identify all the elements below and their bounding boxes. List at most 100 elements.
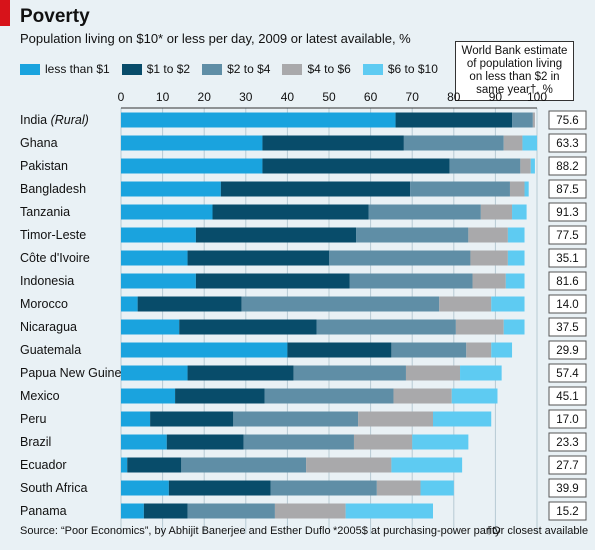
- bar-segment: [187, 503, 275, 519]
- world-bank-value: 37.5: [556, 322, 578, 334]
- bar-segment: [150, 411, 234, 427]
- brand-tag: [0, 0, 10, 26]
- bar-segment: [179, 319, 317, 335]
- bar-segment: [503, 135, 523, 151]
- legend-swatch: [121, 63, 142, 75]
- bar-segment: [121, 503, 144, 519]
- world-bank-value: 23.3: [556, 437, 578, 449]
- x-tick-label: 10: [156, 90, 170, 104]
- world-bank-value: 15.2: [556, 506, 578, 518]
- bar-segment: [121, 388, 176, 404]
- bar-segment: [264, 388, 394, 404]
- bar-segment: [195, 227, 357, 243]
- bar-segment: [455, 319, 504, 335]
- bar-segment: [412, 434, 469, 450]
- bar-segment: [491, 342, 513, 358]
- footnote-closest: †Or closest available: [486, 525, 589, 537]
- bar-segment: [316, 319, 456, 335]
- world-bank-value-box: [548, 386, 587, 406]
- bar-segment: [329, 250, 471, 266]
- bar-segment: [451, 388, 498, 404]
- bar-segment: [262, 135, 404, 151]
- bar-segment: [195, 273, 350, 289]
- category-label: South Africa: [20, 481, 87, 495]
- bar-segment: [530, 158, 535, 174]
- legend-label: $1 to $2: [146, 62, 191, 76]
- world-bank-value-box: [548, 317, 587, 337]
- x-tick-label: 100: [527, 90, 547, 104]
- bar-segment: [391, 457, 463, 473]
- x-tick-label: 70: [406, 90, 420, 104]
- bar-segment: [507, 227, 525, 243]
- world-bank-value: 39.9: [556, 483, 578, 495]
- bar-segment: [532, 112, 535, 128]
- bar-segment: [439, 296, 492, 312]
- bar-segment: [270, 480, 377, 496]
- x-tick-label: 90: [489, 90, 503, 104]
- bar-segment: [121, 480, 169, 496]
- bar-segment: [121, 204, 213, 220]
- bar-segment: [187, 365, 294, 381]
- bar-segment: [405, 365, 461, 381]
- bar-segment: [243, 434, 354, 450]
- x-tick-label: 0: [118, 90, 125, 104]
- x-tick-label: 40: [281, 90, 295, 104]
- bar-segment: [480, 204, 513, 220]
- world-bank-value-box: [548, 110, 587, 130]
- legend-item: $6 to $10: [362, 62, 438, 76]
- bar-segment: [507, 250, 525, 266]
- bar-segment: [512, 112, 533, 128]
- world-bank-value-box: [548, 248, 587, 268]
- legend-item: $1 to $2: [121, 62, 191, 76]
- legend-item: less than $1: [20, 62, 110, 76]
- world-bank-value: 81.6: [556, 276, 578, 288]
- bar-segment: [505, 273, 525, 289]
- bar-segment: [121, 319, 180, 335]
- category-label: Ghana: [20, 136, 58, 150]
- bar-segment: [520, 158, 531, 174]
- world-bank-value: 77.5: [556, 230, 578, 242]
- bar-segment: [166, 434, 244, 450]
- world-bank-value: 14.0: [556, 299, 578, 311]
- legend: less than $1 $1 to $2 $2 to $4 $4 to $6 …: [20, 62, 450, 76]
- bar-segment: [121, 227, 196, 243]
- bar-segment: [349, 273, 473, 289]
- world-bank-value: 27.7: [556, 460, 578, 472]
- world-bank-value-box: [548, 294, 587, 314]
- bar-segment: [143, 503, 188, 519]
- x-tick-label: 20: [198, 90, 212, 104]
- bar-segment: [491, 296, 525, 312]
- bar-segment: [468, 227, 508, 243]
- bar-segment: [376, 480, 421, 496]
- bar-segment: [121, 181, 221, 197]
- x-tick-label: 50: [322, 90, 336, 104]
- legend-item: $2 to $4: [202, 62, 270, 76]
- category-label: Morocco: [20, 297, 68, 311]
- bar-segment: [127, 457, 182, 473]
- world-bank-value-box: [548, 271, 587, 291]
- bar-segment: [524, 181, 529, 197]
- world-bank-value: 29.9: [556, 345, 578, 357]
- category-label: Tanzania: [20, 205, 70, 219]
- category-label: Panama: [20, 504, 67, 518]
- bar-segment: [522, 135, 537, 151]
- chart-title: Poverty: [20, 6, 90, 27]
- world-bank-value-box: [548, 455, 587, 475]
- bar-segment: [121, 342, 288, 358]
- legend-swatch: [20, 63, 40, 75]
- world-bank-value-box: [548, 501, 587, 521]
- bar-segment: [420, 480, 454, 496]
- legend-label: $6 to $10: [387, 62, 438, 76]
- bar-segment: [137, 296, 242, 312]
- category-label: Bangladesh: [20, 182, 86, 196]
- category-label: India (Rural): [20, 113, 89, 127]
- category-label: Pakistan: [20, 159, 68, 173]
- world-bank-value-box: [548, 133, 587, 153]
- x-tick-label: 80: [447, 90, 461, 104]
- world-bank-value-box: [548, 363, 587, 383]
- chart-subtitle: Population living on $10* or less per da…: [20, 31, 411, 46]
- legend-swatch: [362, 63, 383, 75]
- legend-swatch: [282, 63, 303, 75]
- category-label: Guatemala: [20, 343, 81, 357]
